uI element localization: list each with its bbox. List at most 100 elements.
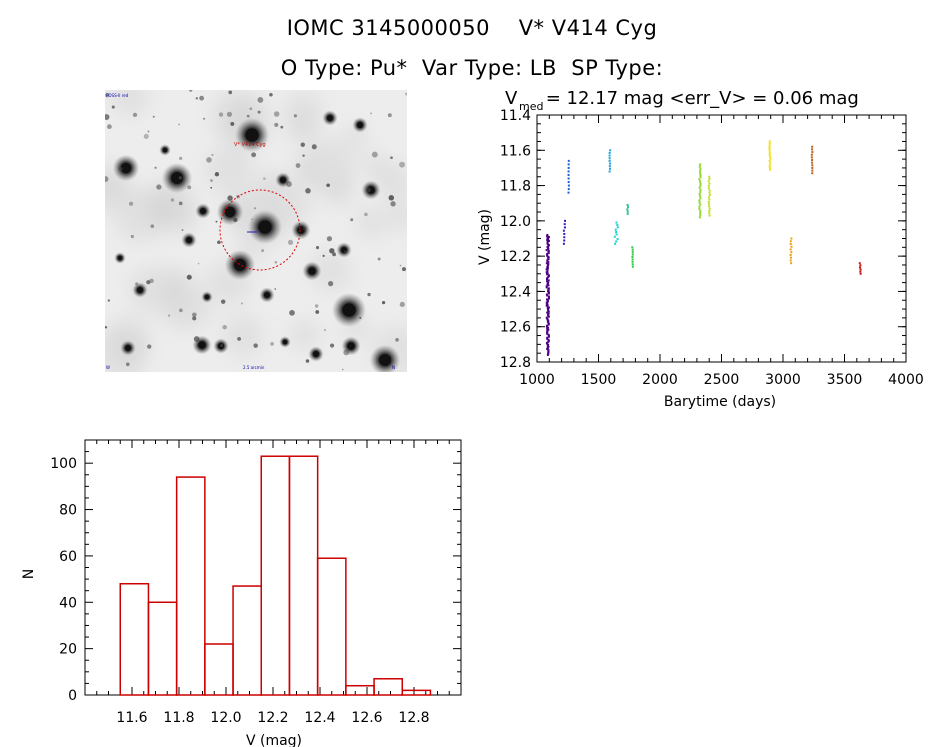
lc-point [546,272,549,275]
lc-point [609,162,612,165]
lc-point [546,327,549,330]
lc-point [546,233,549,236]
lc-point [546,330,549,333]
lc-point [608,165,611,168]
lc-xtick-label: 3000 [765,372,801,388]
lc-point [546,259,549,262]
lc-point [698,199,701,202]
lc-ytick-label: 12.0 [500,214,531,230]
lc-point [546,276,549,279]
lc-point [546,270,549,273]
lc-point [546,277,549,280]
lc-point [707,187,710,190]
hist-ytick-label: 40 [59,595,77,611]
histogram-bars [119,455,432,696]
lc-point [547,284,550,287]
chart-subtitle: O Type: Pu* Var Type: LB SP Type: [280,56,664,80]
lc-point [810,156,813,159]
lc-point [859,268,862,271]
lc-point [547,287,550,290]
lc-point [547,288,550,291]
hist-bar [232,585,263,696]
lc-ytick-label: 12.2 [500,249,531,265]
lc-point [546,337,549,340]
lc-point [698,178,701,181]
lc-point [615,231,618,234]
lc-point [615,221,618,224]
lc-point [769,157,772,160]
lc-point [789,242,792,245]
lc-point [547,313,550,316]
lc-point [545,301,548,304]
hist-bar [401,689,432,696]
lc-point [547,244,550,247]
lc-point [546,299,549,302]
lc-point [768,142,771,145]
lc-point [707,200,710,203]
lc-point [547,290,550,293]
lc-point [562,229,565,232]
lc-point [547,338,550,341]
lc-data-points [545,140,862,356]
lc-point [708,182,711,185]
lc-point [547,281,550,284]
lc-point [546,260,549,263]
lc-point [567,159,570,162]
lc-point [790,245,793,248]
hist-bar [204,643,234,696]
lc-point [547,322,550,325]
lc-point [547,263,550,266]
lc-ylabel: V (mag) [477,209,493,265]
lc-point [768,164,771,167]
lc-point [547,312,550,315]
lc-point [811,151,814,154]
lc-point [547,323,550,326]
lc-point [811,161,814,164]
lc-point [708,178,711,181]
lc-point [699,209,702,212]
lc-point [698,216,701,219]
lc-point [613,235,616,238]
lc-xtick-label: 4000 [888,372,924,388]
sky-image: V* V414 Cyg POSS-II red W 2.5 arcmin N [105,90,407,372]
lc-point [614,242,617,245]
hist-ylabel: N [21,569,37,579]
lc-point [547,343,550,346]
lc-point [546,311,549,314]
lc-point [546,305,549,308]
lc-point [547,319,550,322]
lc-title-sub: med [519,100,543,113]
lc-point [608,151,611,154]
lc-point [615,233,618,236]
lc-point [708,207,711,210]
lc-point [631,256,634,259]
lc-point [789,248,792,251]
hist-xtick-label: 12.6 [351,710,382,726]
lc-point [545,249,548,252]
hist-bar [175,476,206,696]
hist-bar [316,557,347,696]
lc-point [562,242,565,245]
lc-point [609,167,612,170]
lc-point [698,186,701,189]
lc-point [546,255,549,258]
lc-ytick-label: 11.8 [500,179,531,195]
lc-point [631,253,634,256]
lc-point [546,320,549,323]
lc-point [547,240,550,243]
lc-point [707,184,710,187]
lc-point [545,324,548,327]
lc-point [547,247,550,250]
lc-point [811,145,814,148]
lc-point [698,165,701,168]
image-label-tl: POSS-II red [106,93,129,98]
lc-point [545,286,548,289]
lc-point [859,272,862,275]
lc-ytick-label: 12.4 [500,284,531,300]
lc-point [789,240,792,243]
lc-point [631,263,634,266]
lc-point [547,289,550,292]
hist-plot-frame [84,439,462,696]
target-label: V* V414 Cyg [234,142,266,148]
lc-point [546,331,549,334]
